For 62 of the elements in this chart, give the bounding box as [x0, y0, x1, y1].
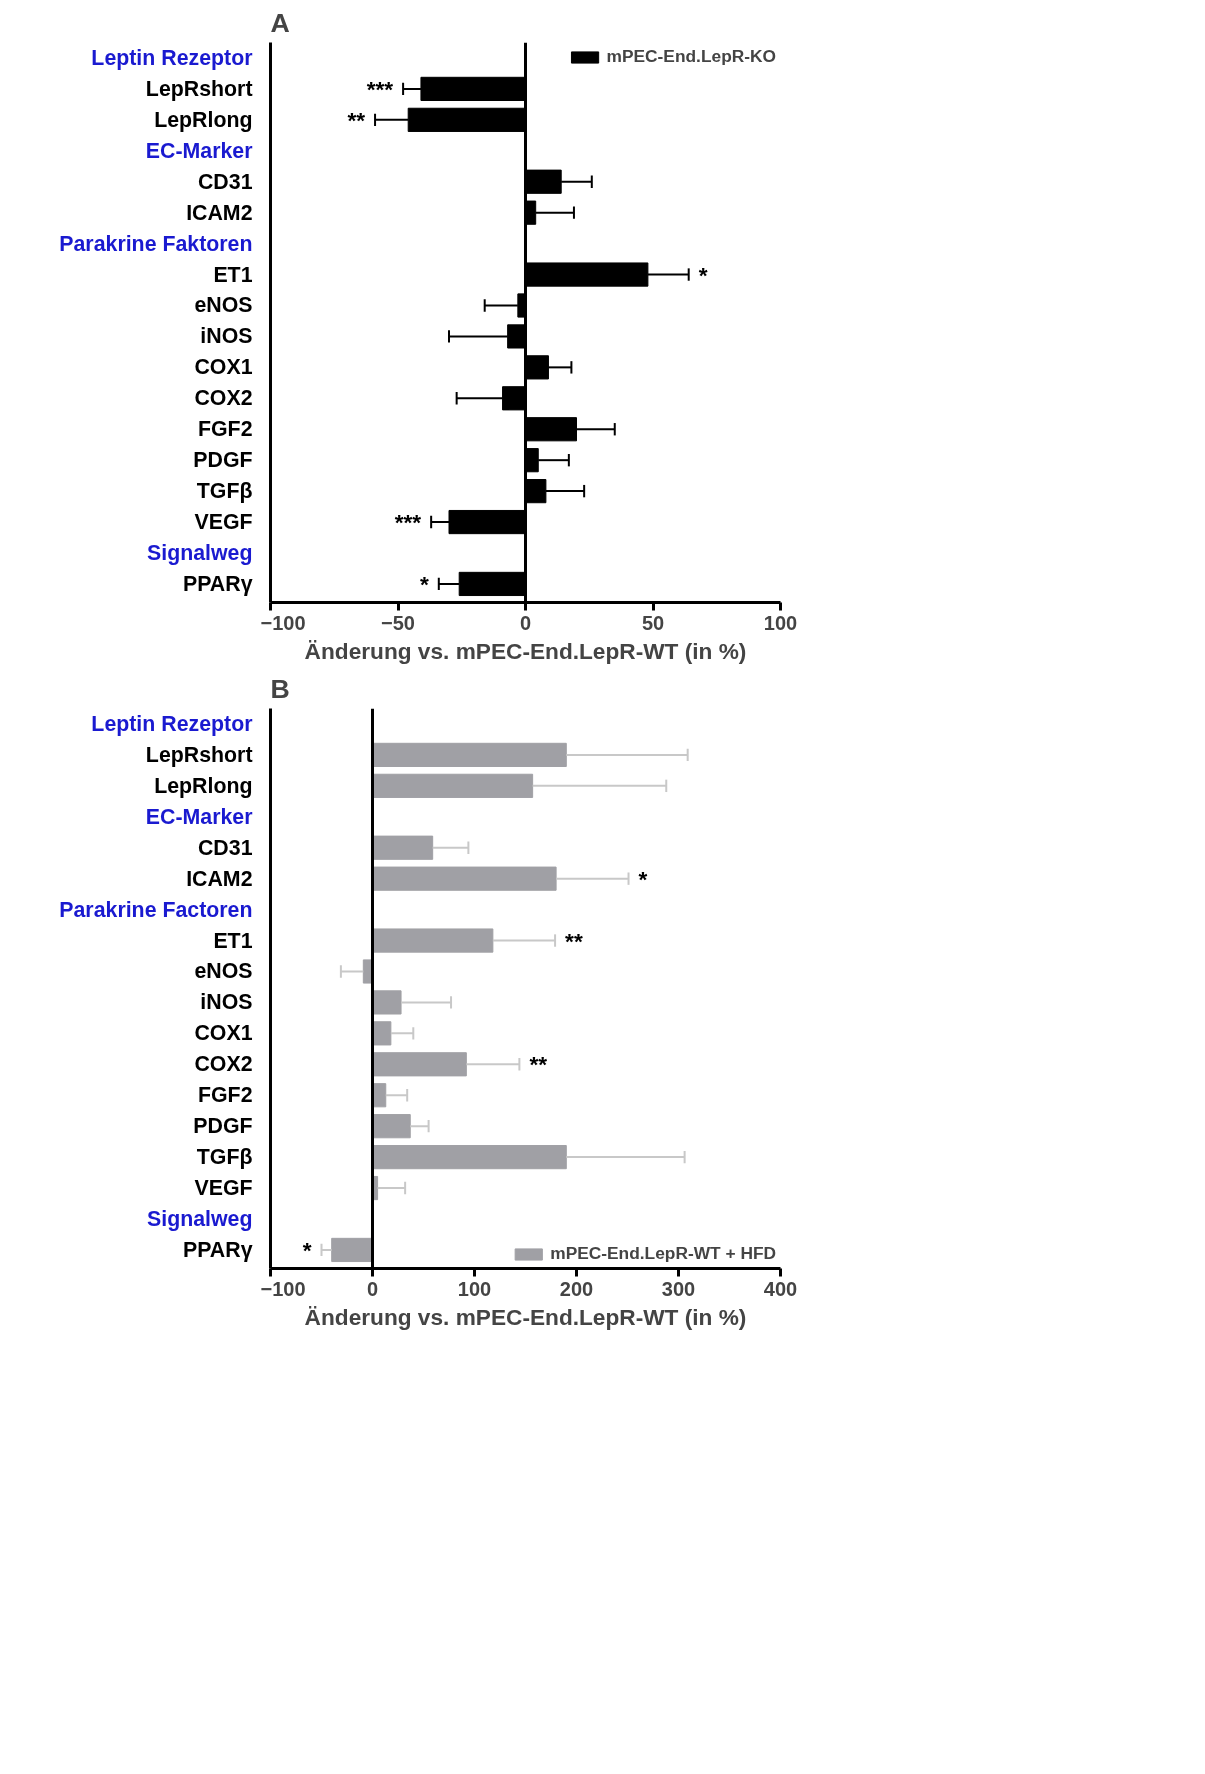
y-tick-label: PPARγ	[182, 571, 253, 596]
y-tick-label: LepRlong	[154, 773, 253, 798]
y-tick-label: Signalweg	[147, 541, 253, 565]
y-tick-label: Leptin Rezeptor	[91, 711, 253, 736]
y-tick-label: ICAM2	[186, 200, 253, 225]
x-tick-label: 300	[661, 1277, 696, 1300]
x-axis-title: Änderung vs. mPEC-End.LepR-WT (in %)	[304, 1303, 747, 1330]
y-tick-label: iNOS	[200, 990, 253, 1015]
annotation: ***	[366, 75, 394, 102]
x-tick-label: −100	[260, 1277, 306, 1300]
chart-title: B	[270, 673, 290, 704]
y-tick-label: LepRshort	[145, 742, 253, 767]
x-tick-label: 200	[559, 1277, 594, 1300]
x-tick-label: 400	[763, 1277, 798, 1300]
y-tick-label: ICAM2	[186, 866, 253, 891]
y-tick-label: FGF2	[197, 417, 253, 442]
y-tick-label: COX2	[194, 386, 253, 411]
y-tick-label: ET1	[213, 262, 253, 287]
y-tick-label: COX1	[194, 1021, 253, 1046]
y-tick-label: COX2	[194, 1052, 253, 1077]
x-tick-label: 100	[763, 611, 798, 634]
y-tick-label: EC-Marker	[145, 138, 253, 163]
legend-label: mPEC-End.LepR-WT + HFD	[550, 1243, 776, 1264]
y-tick-label: TGFβ	[196, 479, 253, 504]
y-tick-label: PPARγ	[182, 1237, 253, 1262]
x-tick-label: 0	[366, 1277, 379, 1300]
y-tick-label: LepRshort	[145, 76, 253, 101]
y-tick-label: PDGF	[193, 1114, 253, 1139]
y-tick-label: LepRlong	[154, 107, 253, 132]
y-tick-label: CD31	[197, 835, 253, 860]
y-tick-label: TGFβ	[196, 1145, 253, 1170]
y-tick-label: FGF2	[197, 1083, 253, 1108]
y-tick-label: eNOS	[194, 959, 253, 984]
y-tick-label: VEGF	[194, 510, 253, 535]
annotation: *	[638, 865, 648, 892]
y-tick-label: Signalweg	[147, 1207, 253, 1231]
y-tick-label: Parakrine Factoren	[59, 897, 253, 922]
x-tick-label: −50	[381, 611, 415, 634]
chart-title: A	[270, 7, 290, 38]
y-tick-label: eNOS	[194, 293, 253, 318]
y-tick-label: ET1	[213, 928, 253, 953]
y-tick-label: COX1	[194, 355, 253, 380]
annotation: **	[529, 1051, 548, 1078]
annotation: *	[698, 261, 708, 288]
annotation: **	[347, 106, 366, 133]
y-tick-label: EC-Marker	[145, 804, 253, 829]
x-tick-label: −100	[260, 611, 306, 634]
y-tick-label: Leptin Rezeptor	[91, 45, 253, 70]
annotation: *	[419, 570, 429, 597]
y-tick-label: iNOS	[200, 324, 253, 349]
x-tick-label: 0	[519, 611, 532, 634]
y-tick-label: PDGF	[193, 448, 253, 473]
x-axis-title: Änderung vs. mPEC-End.LepR-WT (in %)	[304, 637, 747, 664]
x-tick-label: 100	[457, 1277, 492, 1300]
y-tick-label: VEGF	[194, 1176, 253, 1201]
x-tick-label: 50	[641, 611, 665, 634]
annotation: **	[565, 927, 583, 954]
annotation: *	[302, 1236, 312, 1263]
legend-label: mPEC-End.LepR-KO	[606, 46, 776, 67]
y-tick-label: Parakrine Faktoren	[59, 231, 253, 256]
y-tick-label: CD31	[197, 169, 253, 194]
annotation: ***	[394, 509, 422, 536]
